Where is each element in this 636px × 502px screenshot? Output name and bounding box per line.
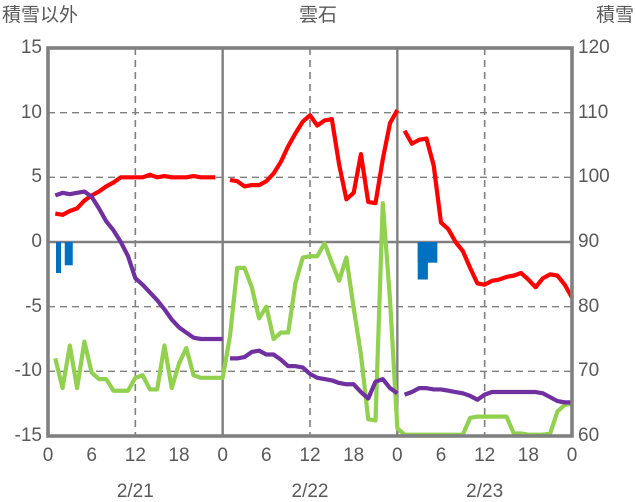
- series-line-snow: [53, 201, 573, 437]
- y-axis-left-tick: 15: [20, 37, 42, 58]
- plot-border: [46, 46, 574, 438]
- bar-precipitation: [417, 242, 428, 280]
- series-line-temperature: [229, 109, 400, 206]
- y-axis-left-tick: -15: [14, 425, 42, 446]
- x-axis-day-label: 2/22: [291, 481, 329, 502]
- y-axis-left-tick: 5: [31, 166, 42, 188]
- bar-precipitation: [64, 242, 73, 266]
- x-axis-tick: 0: [566, 445, 578, 466]
- y-axis-right-tick: 60: [578, 425, 600, 446]
- y-axis-left-tick: 10: [20, 101, 42, 123]
- x-axis-tick: 6: [261, 445, 272, 466]
- y-axis-right-tick: 110: [578, 101, 609, 123]
- bar-precipitation: [56, 242, 62, 274]
- x-axis-tick: 0: [217, 445, 228, 466]
- series-line-dewpoint: [54, 189, 223, 342]
- x-axis-tick: 0: [392, 445, 403, 466]
- x-axis-tick: 18: [343, 445, 365, 466]
- x-axis-tick: 12: [124, 445, 146, 466]
- series-line-temperature: [402, 129, 574, 299]
- y-axis-left-tick: -10: [14, 360, 42, 382]
- y-axis-right-tick: 70: [578, 360, 600, 382]
- y-axis-left-tick: 0: [31, 231, 42, 252]
- x-axis-tick: 12: [299, 445, 321, 466]
- series-line-dewpoint: [403, 386, 572, 405]
- x-axis-tick: 18: [168, 445, 190, 466]
- y-axis-right-tick: 100: [578, 166, 610, 188]
- left-axis-title: 積雪以外: [2, 5, 79, 26]
- right-axis-title: 積雪: [595, 5, 634, 26]
- x-axis-day-label: 2/21: [116, 481, 154, 502]
- y-axis-right-tick: 90: [578, 231, 600, 252]
- y-axis-right-tick: 120: [578, 37, 610, 58]
- series-line-temperature: [54, 172, 216, 217]
- x-axis-tick: 18: [517, 445, 539, 466]
- x-axis-tick: 6: [86, 445, 97, 466]
- x-axis-tick: 0: [42, 445, 54, 466]
- page-title: 雲石: [298, 5, 337, 26]
- y-axis-right-tick: 80: [578, 295, 600, 317]
- x-axis-tick: 12: [474, 445, 496, 466]
- x-axis-day-label: 2/23: [466, 481, 504, 502]
- series-line-dewpoint: [229, 348, 399, 401]
- y-axis-left-tick: -5: [25, 295, 42, 317]
- x-axis-tick: 6: [435, 445, 447, 466]
